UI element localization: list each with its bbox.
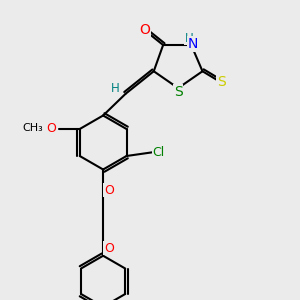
Text: CH₃: CH₃ (22, 123, 43, 133)
Text: Cl: Cl (152, 146, 164, 159)
Text: O: O (104, 242, 114, 255)
Text: H: H (111, 82, 119, 94)
Text: O: O (47, 122, 57, 136)
Text: S: S (174, 85, 182, 99)
Text: O: O (104, 184, 114, 196)
Text: O: O (139, 23, 150, 37)
Text: H: H (185, 32, 194, 45)
Text: N: N (188, 37, 198, 51)
Text: S: S (217, 76, 226, 89)
